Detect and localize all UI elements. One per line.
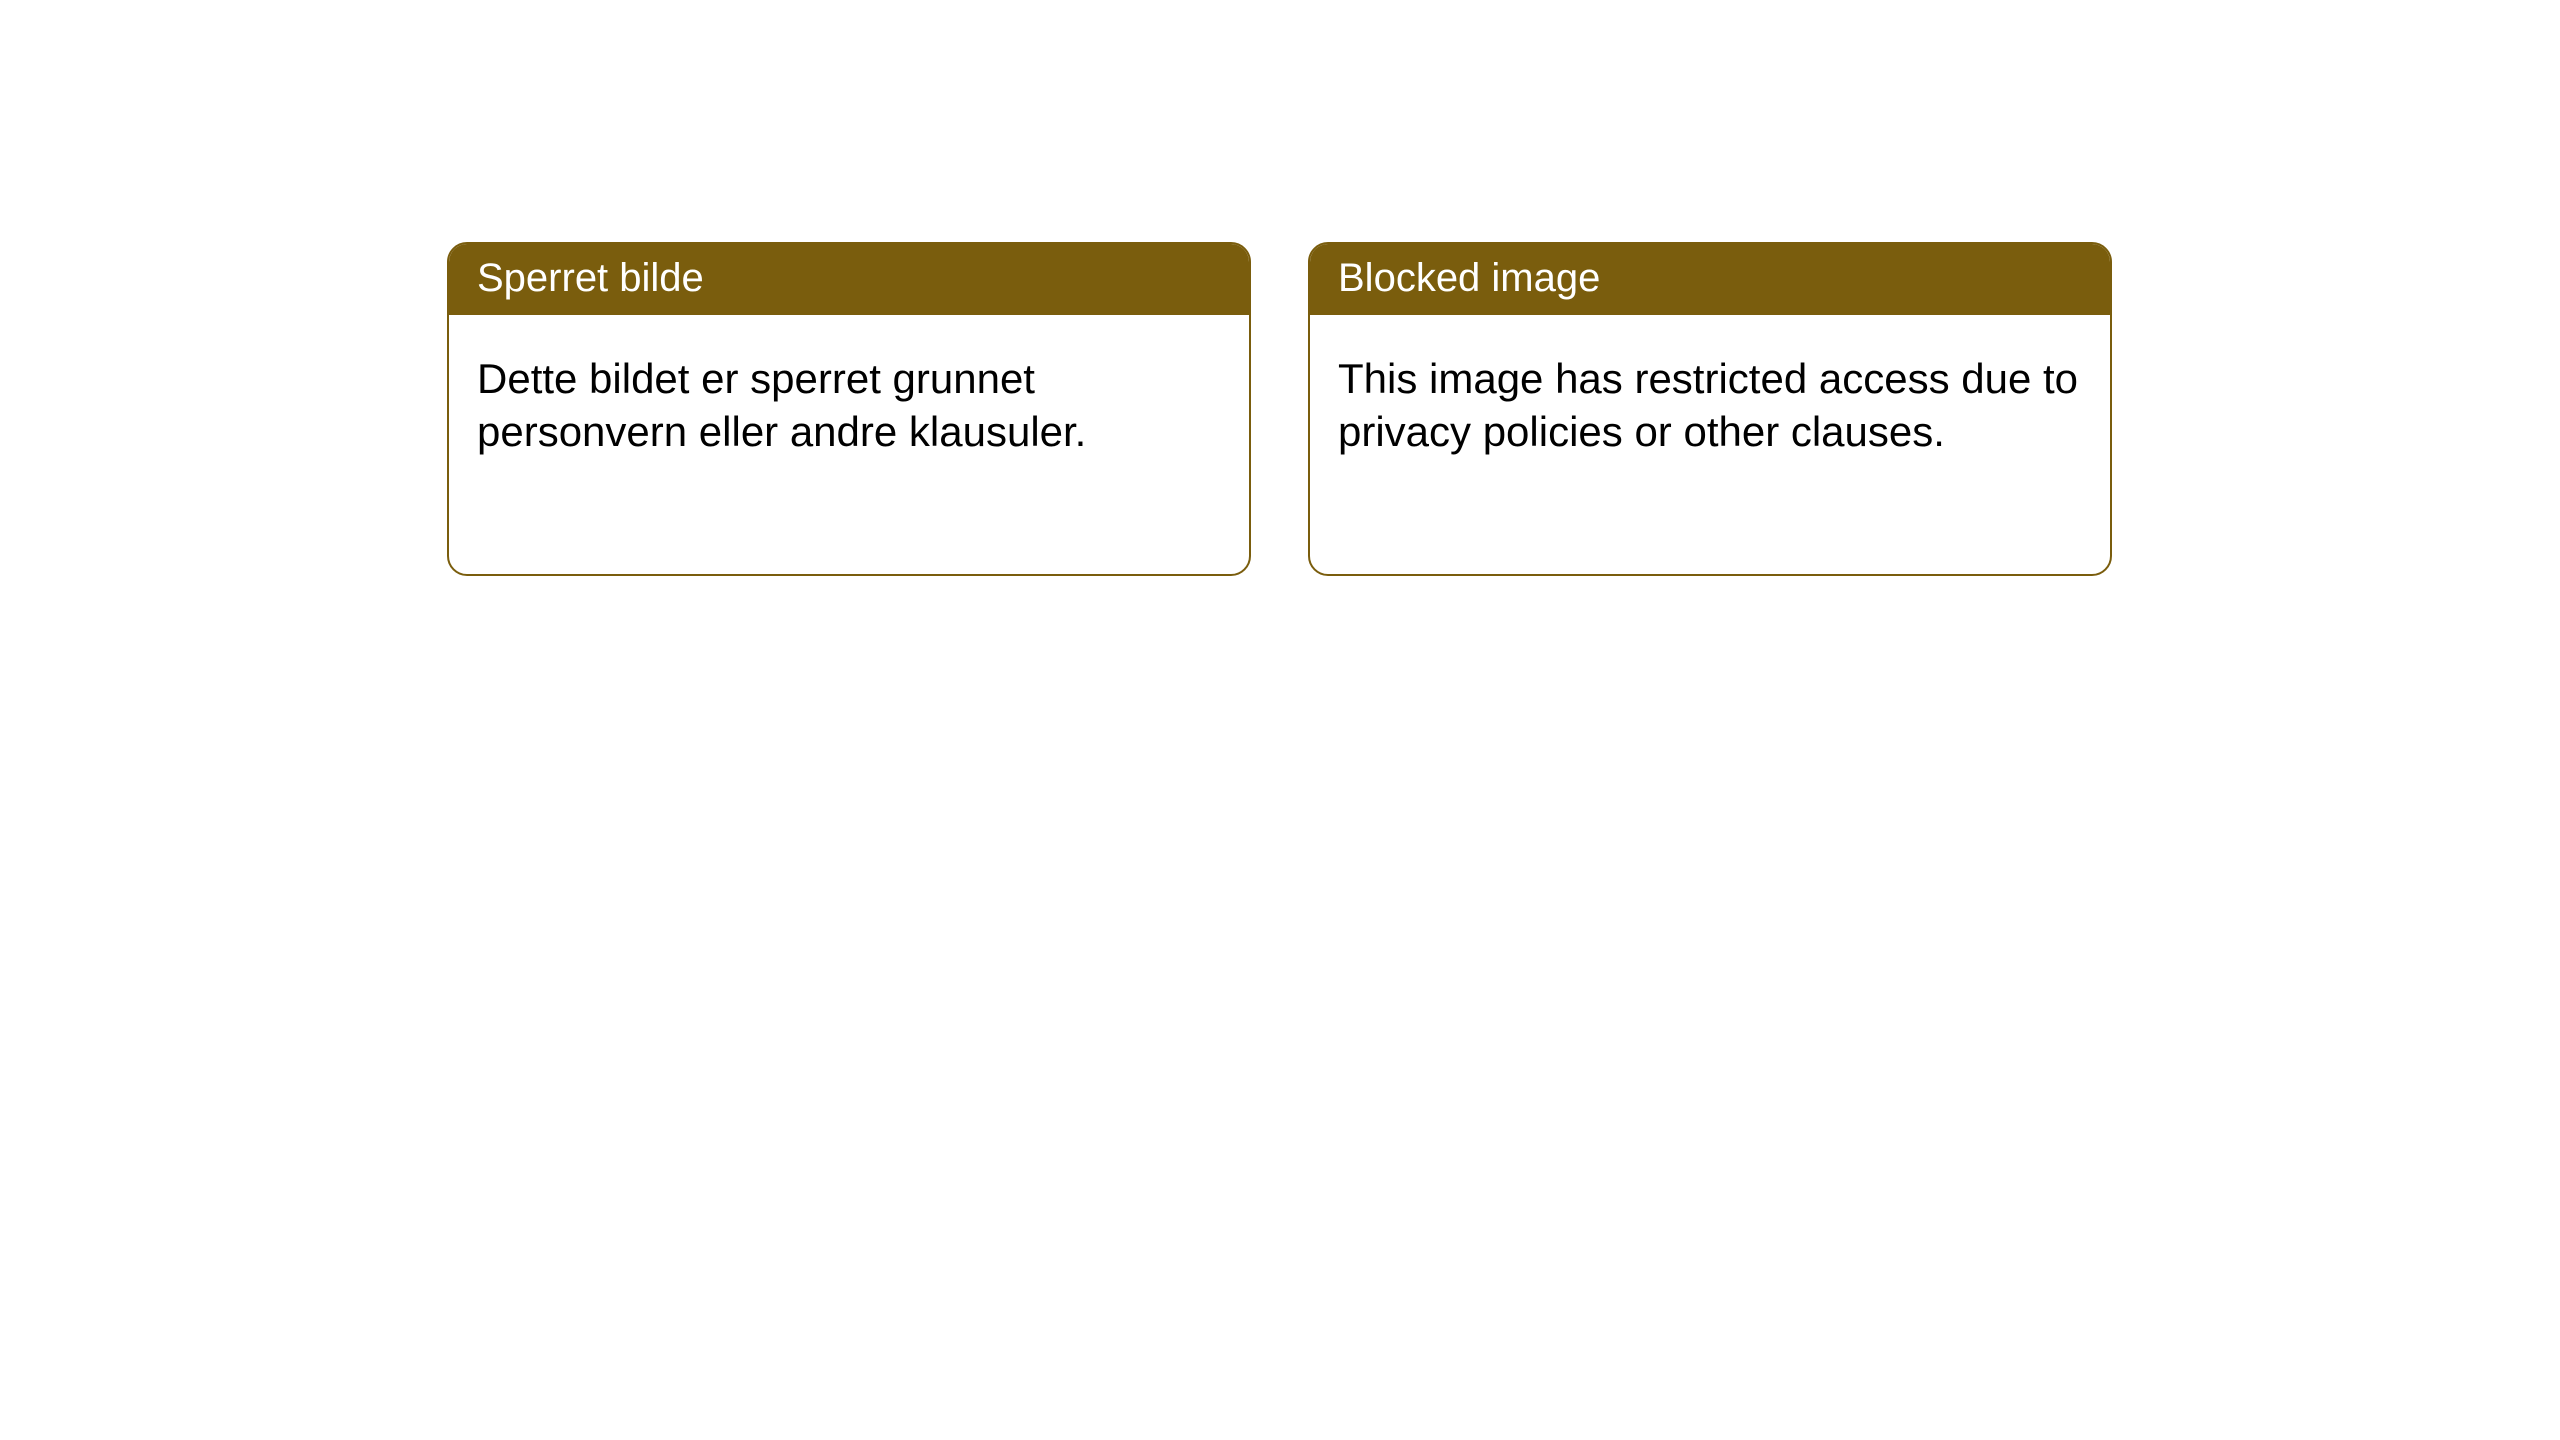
notice-body-english: This image has restricted access due to …: [1310, 315, 2110, 486]
notice-card-english: Blocked image This image has restricted …: [1308, 242, 2112, 576]
notice-header-norwegian: Sperret bilde: [449, 244, 1249, 315]
notice-header-english: Blocked image: [1310, 244, 2110, 315]
notice-body-norwegian: Dette bildet er sperret grunnet personve…: [449, 315, 1249, 486]
notice-container: Sperret bilde Dette bildet er sperret gr…: [447, 242, 2112, 576]
notice-card-norwegian: Sperret bilde Dette bildet er sperret gr…: [447, 242, 1251, 576]
